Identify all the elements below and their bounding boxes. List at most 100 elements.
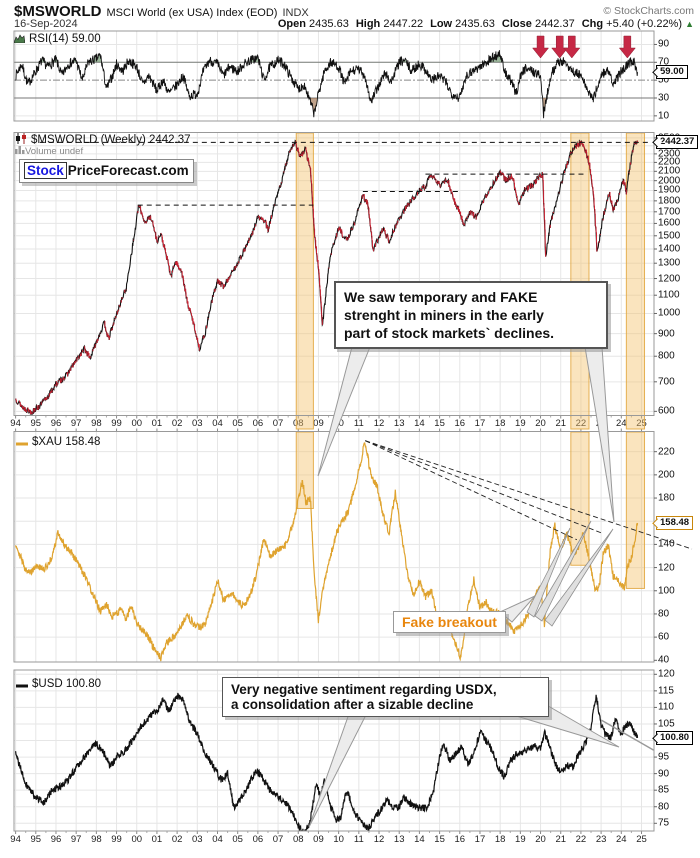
svg-text:24: 24: [616, 418, 627, 429]
low-label: Low: [430, 18, 453, 30]
quote-line: 16-Sep-2024 Open 2435.63 High 2447.22 Low …: [14, 18, 696, 31]
svg-text:96: 96: [51, 834, 62, 845]
xau-panel-label: $XAU 158.48: [16, 436, 100, 449]
svg-text:14: 14: [414, 418, 425, 429]
axis-tick-label-main: 2100: [658, 165, 681, 177]
axis-tick-label-usd: 105: [658, 718, 675, 730]
highlight-bands: [295, 132, 646, 589]
usd-line-icon: [16, 679, 28, 691]
svg-text:06: 06: [253, 418, 264, 429]
exchange: INDX: [282, 7, 309, 19]
svg-text:12: 12: [374, 418, 385, 429]
axis-tick-label-main: 1700: [658, 206, 681, 218]
axis-tick-label-xau: 120: [658, 562, 675, 574]
axis-tick-label-main: 1400: [658, 243, 681, 255]
axis-tick-label-main: 1000: [658, 307, 681, 319]
axis-tick-label-usd: 75: [658, 817, 670, 829]
svg-text:22: 22: [576, 834, 587, 845]
axis-tick-label-main: 900: [658, 328, 675, 340]
usdx-annotation: Very negative sentiment regarding USDX, …: [222, 677, 549, 717]
axis-tick-label-usd: 85: [658, 784, 670, 796]
axis-tick-label-rsi: 50: [658, 74, 670, 86]
axis-tick-label-xau: 60: [658, 631, 670, 643]
axis-tick-label-main: 1100: [658, 289, 680, 301]
svg-text:00: 00: [131, 834, 142, 845]
price-box-xau: 158.48: [656, 515, 694, 530]
rsi-indicator-icon: [13, 33, 26, 46]
axis-tick-label-main: 1200: [658, 273, 681, 285]
axis-tick-label-xau: 100: [658, 585, 675, 597]
svg-text:18: 18: [495, 834, 506, 845]
axis-tick-label-main: 1300: [658, 257, 681, 269]
svg-text:19: 19: [515, 418, 526, 429]
main-panel-label: $MSWORLD (Weekly) 2442.37: [15, 133, 191, 147]
rsi-panel-label: RSI(14) 59.00: [13, 33, 101, 46]
axis-tick-label-main: 2200: [658, 156, 681, 168]
logo-part1: Stock: [24, 162, 67, 179]
xau-label-text: $XAU 158.48: [32, 436, 101, 448]
price-box-rsi: 59.00: [656, 65, 688, 80]
svg-text:00: 00: [131, 418, 142, 429]
svg-text:07: 07: [273, 418, 284, 429]
dashed-resistance-lines: [39, 141, 693, 751]
svg-text:01: 01: [152, 418, 163, 429]
svg-text:08: 08: [293, 834, 304, 845]
chart-header: $MSWORLD MSCI World (ex USA) Index (EOD) I…: [14, 3, 696, 20]
open-value: 2435.63: [309, 18, 349, 30]
svg-text:21: 21: [555, 834, 566, 845]
miners-line1: We saw temporary and FAKE: [344, 289, 538, 305]
price-box-main: 2442.37: [656, 135, 699, 150]
axis-tick-label-xau: 200: [658, 469, 675, 481]
axis-tick-label-main: 2000: [658, 175, 681, 187]
volume-bars-icon: [15, 145, 25, 157]
miners-line3: part of stock markets` declines.: [344, 325, 555, 341]
svg-text:99: 99: [111, 834, 122, 845]
svg-text:03: 03: [192, 418, 203, 429]
price-box-usd: 100.80: [656, 730, 694, 745]
axis-tick-label-xau: 40: [658, 654, 670, 666]
copyright: © StockCharts.com: [603, 5, 694, 17]
axis-tick-label-xau: 140: [658, 538, 675, 550]
svg-text:24: 24: [616, 834, 627, 845]
axis-tick-label-main: 1800: [658, 195, 681, 207]
candlestick-icon: [15, 133, 27, 147]
svg-text:25: 25: [636, 418, 647, 429]
up-triangle-icon: ▲: [685, 19, 694, 29]
axis-tick-label-rsi: 30: [658, 92, 670, 104]
svg-text:01: 01: [152, 834, 163, 845]
svg-text:22: 22: [576, 418, 587, 429]
svg-text:20: 20: [535, 834, 546, 845]
svg-text:94: 94: [10, 418, 21, 429]
axis-tick-label-usd: 110: [658, 701, 674, 713]
quote-date: 16-Sep-2024: [14, 18, 78, 30]
svg-text:06: 06: [253, 834, 264, 845]
fake-breakout-annotation: Fake breakout: [393, 611, 506, 633]
xau-series: [15, 442, 639, 662]
axis-tick-label-usd: 95: [658, 751, 670, 763]
axis-tick-label-main: 1900: [658, 184, 681, 196]
svg-text:17: 17: [475, 418, 486, 429]
msworld-series: [15, 139, 639, 415]
close-value: 2442.37: [534, 18, 575, 30]
svg-text:09: 09: [313, 418, 324, 429]
svg-text:99: 99: [111, 418, 122, 429]
rsi-signal-arrows: [532, 35, 636, 59]
axis-tick-label-usd: 90: [658, 768, 670, 780]
usd-panel-label: $USD 100.80: [16, 678, 101, 691]
svg-text:07: 07: [273, 834, 284, 845]
svg-text:11: 11: [354, 418, 364, 429]
axis-tick-label-usd: 115: [658, 685, 674, 697]
svg-text:08: 08: [293, 418, 304, 429]
axis-tick-label-rsi: 10: [658, 110, 670, 122]
svg-text:13: 13: [394, 418, 405, 429]
axis-tick-label-main: 800: [658, 350, 675, 362]
symbol: $MSWORLD: [14, 3, 102, 20]
axis-tick-label-rsi: 70: [658, 56, 670, 68]
svg-text:97: 97: [71, 418, 82, 429]
svg-text:95: 95: [31, 418, 42, 429]
chg-value: +5.40 (+0.22%): [606, 18, 683, 30]
miners-annotation: We saw temporary and FAKE strenght in mi…: [334, 281, 608, 349]
miners-line2: strenght in miners in the early: [344, 307, 544, 323]
axis-tick-label-main: 1500: [658, 230, 681, 242]
